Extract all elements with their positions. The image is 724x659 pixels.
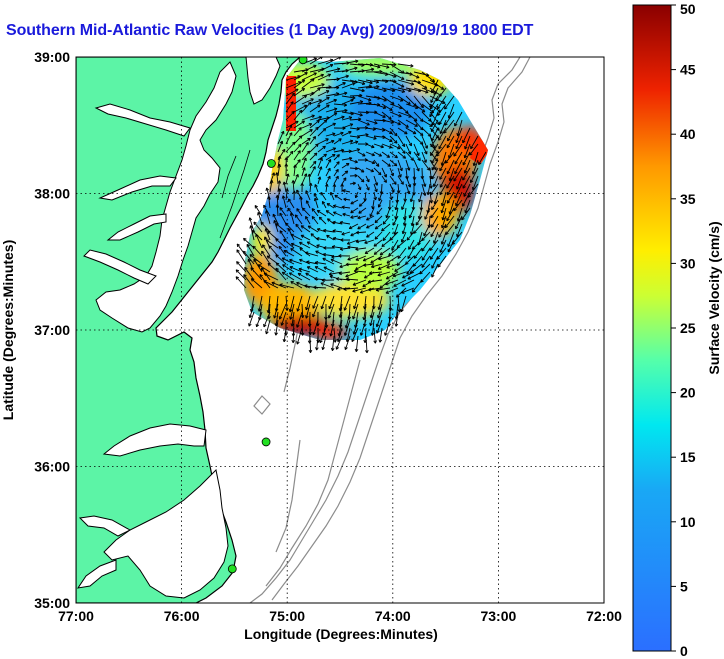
- delaware-bay: [245, 57, 281, 105]
- colorbar-tick-label: 40: [680, 126, 696, 142]
- y-tick-label: 35:00: [34, 595, 70, 611]
- colorbar-tick-label: 45: [680, 62, 696, 78]
- albemarle-sound: [102, 423, 207, 457]
- pamlico-sound: [103, 468, 229, 599]
- colorbar-tick-label: 15: [680, 449, 696, 465]
- colorbar-ticks: 0 5 10 15 20 25 30 35 40 45 50: [671, 1, 696, 659]
- y-tick-label: 38:00: [34, 186, 70, 202]
- river-potomac: [94, 103, 191, 137]
- hf-radar-sites: [227, 57, 308, 574]
- river-james: [83, 249, 157, 285]
- x-tick-label: 74:00: [375, 608, 411, 624]
- x-tick-labels: 77:00 76:00 75:00 74:00 73:00 72:00: [58, 608, 622, 624]
- colorbar-tick-label: 25: [680, 320, 696, 336]
- pamlico-river: [78, 515, 132, 537]
- colorbar-tick-label: 35: [680, 191, 696, 207]
- site-marker: [266, 159, 276, 168]
- site-marker: [261, 437, 271, 447]
- y-tick-label: 37:00: [34, 322, 70, 338]
- colorbar-tick-label: 50: [680, 1, 696, 17]
- y-tick-labels: 39:00 38:00 37:00 36:00 35:00: [34, 49, 70, 611]
- y-axis-label: Latitude (Degrees:Minutes): [0, 240, 16, 420]
- colorbar-tick-label: 30: [680, 255, 696, 271]
- site-marker: [227, 564, 237, 574]
- map-title: Southern Mid-Atlantic Raw Velocities (1 …: [6, 22, 534, 39]
- x-tick-label: 73:00: [480, 608, 516, 624]
- x-tick-label: 72:00: [586, 608, 622, 624]
- y-tick-label: 36:00: [34, 459, 70, 475]
- colorbar-tick-label: 10: [680, 514, 696, 530]
- colorbar: [632, 4, 672, 652]
- eastern-shore-bay-islands: [219, 149, 251, 239]
- y-tick-label: 39:00: [34, 49, 70, 65]
- site-marker: [298, 57, 308, 65]
- velocity-arrows: [235, 57, 487, 354]
- grid-lines: [76, 57, 604, 603]
- colorbar-tick-label: 0: [680, 643, 688, 659]
- plot-frame: [75, 56, 605, 604]
- colorbar-label: Surface Velocity (cm/s): [706, 221, 722, 374]
- x-axis-label: Longitude (Degrees:Minutes): [244, 626, 438, 642]
- neuse-river: [76, 559, 117, 589]
- x-tick-label: 75:00: [269, 608, 305, 624]
- river-rappahannock: [98, 175, 177, 201]
- x-tick-label: 76:00: [164, 608, 200, 624]
- colorbar-tick-label: 20: [680, 385, 696, 401]
- river-york: [106, 213, 167, 241]
- x-tick-label: 77:00: [58, 608, 94, 624]
- colorbar-tick-label: 5: [680, 578, 688, 594]
